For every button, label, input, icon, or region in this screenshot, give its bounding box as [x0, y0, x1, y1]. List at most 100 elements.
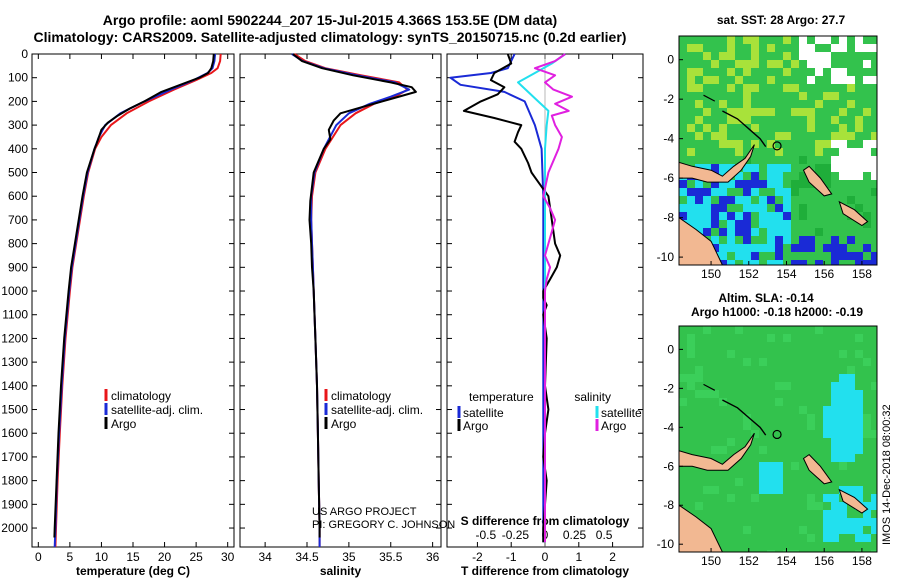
map-x-tick-label: 156: [814, 554, 834, 568]
map-x-tick-label: 152: [739, 267, 759, 281]
legend-label: Argo: [331, 417, 357, 431]
x-tick-label: 5: [67, 550, 74, 564]
legend-label: satellite-adj. clim.: [111, 403, 203, 417]
series-line-climatology: [293, 53, 409, 547]
legend-label: satellite: [463, 406, 504, 420]
project-annotation: US ARGO PROJECT: [312, 506, 417, 518]
panel-salinity: 34 34.5 35 35.5 36 salinity climatologysatelli…: [239, 53, 442, 578]
map-y-tick-label: -6: [663, 171, 674, 185]
depth-tick-label: 800: [8, 237, 28, 251]
land-choiseul: [838, 488, 869, 514]
x-tick-label: 2: [609, 550, 616, 564]
depth-tick-label: 1200: [1, 331, 28, 345]
depth-tick-label: 1900: [1, 497, 28, 511]
x-tick-label: 0: [542, 550, 549, 564]
x-tick-label: -1: [506, 550, 517, 564]
depth-tick-label: 100: [8, 71, 28, 85]
x-axis-label: salinity: [320, 564, 362, 578]
depth-tick-label: 1500: [1, 403, 28, 417]
depth-tick-label: 2000: [1, 521, 28, 535]
figure-title-line1: Argo profile: aoml 5902244_207 15-Jul-20…: [102, 12, 558, 28]
pi-annotation: PI: GREGORY C. JOHNSON: [312, 519, 455, 531]
x-tick-label: 0: [35, 550, 42, 564]
argo-location-marker: [772, 429, 782, 440]
land-new-guinea: [679, 216, 723, 265]
land-new-guinea: [679, 504, 723, 552]
figure-title-line2: Climatology: CARS2009. Satellite-adjuste…: [33, 29, 627, 45]
legend-label: climatology: [111, 389, 171, 403]
land-bougainville: [802, 453, 833, 485]
map-x-tick-label: 158: [852, 267, 872, 281]
depth-tick-label: 1300: [1, 355, 28, 369]
depth-tick-label: 0: [21, 47, 28, 61]
map-x-tick-label: 152: [739, 554, 759, 568]
legend-label: satellite-adj. clim.: [331, 403, 423, 417]
x-tick-label: 30: [221, 550, 235, 564]
legend-label: satellite: [601, 406, 642, 420]
land-islet: [703, 94, 716, 102]
x-axis-label: T difference from climatology: [461, 564, 629, 578]
x-tick-label: 34: [258, 550, 272, 564]
series-line-climatology: [54, 53, 222, 548]
map-y-tick-label: -8: [663, 498, 674, 512]
land-new-ireland: [722, 399, 767, 436]
x-tick-label: 34.5: [295, 550, 319, 564]
land-new-britain: [679, 144, 755, 183]
legend-header: salinity: [574, 390, 611, 404]
x-tick-label: 25: [189, 550, 203, 564]
series-line-s-satellite: [517, 53, 566, 543]
map-y-tick-label: 0: [667, 342, 674, 356]
map-x-tick-label: 150: [701, 554, 721, 568]
depth-tick-label: 1600: [1, 426, 28, 440]
land-new-ireland: [722, 110, 767, 148]
map-frame: [678, 325, 878, 553]
legend-label: Argo: [463, 419, 489, 433]
depth-tick-label: 300: [8, 118, 28, 132]
map-bottom-title-2: Argo h1000: -0.18 h2000: -0.19: [691, 305, 863, 319]
series-line-argo: [292, 53, 417, 538]
argo-location-marker: [772, 141, 782, 151]
land-islet: [703, 383, 716, 391]
map-y-tick-label: -10: [657, 250, 675, 264]
x-tick-label: 1: [575, 550, 582, 564]
x-axis-label: temperature (deg C): [76, 564, 190, 578]
depth-tick-label: 500: [8, 166, 28, 180]
x-top-tick-label: 0.25: [563, 528, 587, 542]
map-frame: [678, 35, 878, 266]
map-y-tick-label: 0: [667, 53, 674, 67]
map-bottom-title-1: Altim. SLA: -0.14: [718, 291, 814, 305]
x-tick-label: 10: [95, 550, 109, 564]
x-top-tick-label: 0.5: [596, 528, 613, 542]
x-tick-label: -2: [472, 550, 483, 564]
map-y-tick-label: -4: [663, 420, 674, 434]
map-field: [679, 326, 877, 552]
depth-tick-label: 1100: [2, 308, 28, 322]
map-y-tick-label: -8: [663, 211, 674, 225]
map-y-tick-label: -4: [663, 132, 674, 146]
x-top-tick-label: -0.5: [476, 528, 497, 542]
map-x-tick-label: 158: [852, 554, 872, 568]
series-line-t-satellite: [449, 53, 545, 543]
series-line-satellite-adj-clim-: [53, 53, 217, 548]
x-top-tick-label: -0.25: [502, 528, 530, 542]
depth-tick-label: 1400: [1, 379, 28, 393]
legend-label: Argo: [601, 419, 627, 433]
x-tick-label: 20: [158, 550, 172, 564]
map-field: [679, 36, 877, 265]
x-tick-label: 35: [342, 550, 356, 564]
map-x-tick-label: 156: [814, 267, 834, 281]
depth-tick-label: 1700: [1, 450, 28, 464]
depth-tick-label: 700: [8, 213, 28, 227]
legend-label: climatology: [331, 389, 391, 403]
depth-tick-label: 1000: [1, 284, 28, 298]
panel-difference: -2 -1 0 1 2-0.5 -0.25 0 0.25 0.5S difference fro…: [446, 53, 644, 578]
land-choiseul: [838, 200, 869, 227]
x-tick-label: 35.5: [379, 550, 403, 564]
map-y-tick-label: -6: [663, 459, 674, 473]
legend-header: temperature: [469, 390, 534, 404]
depth-tick-label: 900: [8, 260, 28, 274]
map-top: 150 152 154 156 158 0 -2 -4 -6 -8 -10 sat. SST: 28 …: [657, 13, 878, 281]
legend-label: Argo: [111, 417, 137, 431]
x-tick-label: 15: [126, 550, 140, 564]
map-y-tick-label: -2: [663, 92, 674, 106]
